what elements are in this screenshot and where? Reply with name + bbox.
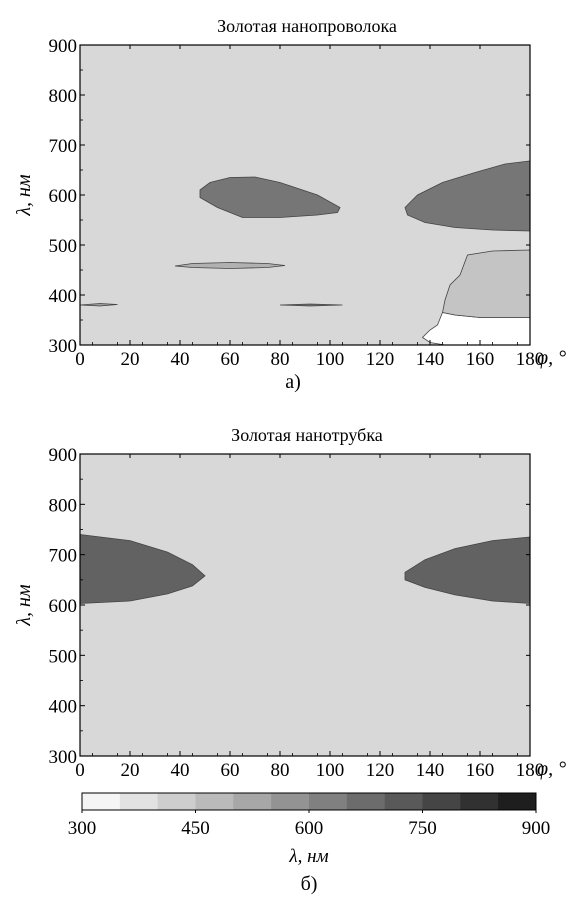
panel-b-xtick-label: 100 <box>316 760 345 781</box>
colorbar-swatch <box>119 793 159 810</box>
colorbar-swatch <box>309 793 348 810</box>
panel-b-xtick-label: 120 <box>366 760 395 781</box>
panel-a-ytick-label: 700 <box>49 136 78 157</box>
panel-a-xtick-label: 20 <box>121 349 140 370</box>
colorbar-swatch <box>384 793 423 810</box>
panel-a-ytick-label: 300 <box>49 336 78 357</box>
panel-b-ytick-label: 800 <box>49 495 78 516</box>
panel-b-xtick-label: 40 <box>171 760 190 781</box>
panel-b-xtick-label: 180 <box>516 760 545 781</box>
panel-a-xtick-label: 40 <box>171 349 190 370</box>
panel-b-region-1 <box>404 536 531 604</box>
panel-b-title: Золотая нанотрубка <box>231 425 383 445</box>
panel-a-xtick-label: 120 <box>366 349 395 370</box>
colorbar-label: λ, нм <box>288 846 328 867</box>
panel-a-ticks: 0 20 40 60 80 100 120 140 160 180 300 400 500 600 700 8… <box>49 36 545 370</box>
panel-b-label: б) <box>301 873 318 895</box>
panel-a-xtick-label: 160 <box>466 349 495 370</box>
panel-b-plot-background <box>80 454 530 756</box>
panel-a-ytick-label: 500 <box>49 236 78 257</box>
panel-a-xtick-label: 100 <box>316 349 345 370</box>
panel-b-ytick-label: 900 <box>49 445 78 466</box>
colorbar-swatch <box>346 793 386 810</box>
panel-a-region-3 <box>79 303 118 307</box>
panel-b-ytick-label: 300 <box>49 747 78 768</box>
panel-b-xtick-label: 160 <box>466 760 495 781</box>
panel-a-ytick-label: 800 <box>49 86 78 107</box>
colorbar-swatch <box>422 793 461 810</box>
panel-a-xlabel: φ, ° <box>537 347 566 369</box>
panel-a-region-0 <box>199 176 341 218</box>
panel-b-ylabel: λ, нм <box>13 584 35 627</box>
panel-a-ytick-label: 400 <box>49 286 78 307</box>
colorbar-swatch <box>82 793 121 810</box>
panel-b-ticks: 0 20 40 60 80 100 120 140 160 180 300 400 500 600 700 8… <box>49 445 545 781</box>
panel-a-xtick-label: 80 <box>271 349 290 370</box>
panel-b-ytick-label: 400 <box>49 697 78 718</box>
panel-b-xtick-label: 80 <box>271 760 290 781</box>
panel-a-ytick-label: 900 <box>49 36 78 57</box>
panel-b-ytick-label: 500 <box>49 646 78 667</box>
panel-a-region-6 <box>442 249 531 318</box>
colorbar-swatch <box>460 793 499 810</box>
panel-a-xtick-label: 180 <box>516 349 545 370</box>
colorbar-swatch <box>195 793 234 810</box>
panel-a-title: Золотая нанопроволока <box>217 16 397 36</box>
panel-b-xtick-label: 0 <box>75 760 85 781</box>
panel-a-region-2 <box>174 262 286 269</box>
colorbar-tick-label: 750 <box>408 818 437 839</box>
colorbar-tick-label: 450 <box>181 818 210 839</box>
panel-b: Золотая нанотрубка 0 20 40 60 80 100 120 140 160… <box>13 425 566 781</box>
panel-a-ytick-label: 600 <box>49 186 78 207</box>
colorbar-tick-label: 600 <box>295 818 324 839</box>
colorbar-swatches <box>82 793 537 810</box>
panel-a-xtick-label: 0 <box>75 349 85 370</box>
colorbar-swatch <box>498 793 537 810</box>
colorbar-ticks: 300 450 600 750 900 <box>68 810 551 839</box>
panel-a-label: а) <box>285 371 301 393</box>
colorbar: 300 450 600 750 900 λ, нм б) <box>68 792 551 895</box>
colorbar-tick-label: 300 <box>68 818 97 839</box>
panel-b-regions <box>79 534 531 604</box>
panel-a-regions <box>79 160 531 346</box>
colorbar-swatch <box>233 793 272 810</box>
colorbar-swatch <box>271 793 310 810</box>
panel-b-xtick-label: 20 <box>121 760 140 781</box>
panel-a-xtick-label: 60 <box>221 349 240 370</box>
panel-b-ytick-label: 600 <box>49 596 78 617</box>
panel-b-xtick-label: 60 <box>221 760 240 781</box>
panel-b-ytick-label: 700 <box>49 546 78 567</box>
panel-b-region-0 <box>79 534 206 604</box>
colorbar-tick-label: 900 <box>522 818 551 839</box>
panel-a-region-4 <box>279 303 343 307</box>
panel-b-xtick-label: 140 <box>416 760 445 781</box>
panel-a: Золотая нанопроволока 0 20 40 60 80 100 120 140… <box>13 16 566 393</box>
colorbar-swatch <box>157 793 196 810</box>
panel-a-xtick-label: 140 <box>416 349 445 370</box>
panel-b-xlabel: φ, ° <box>537 758 566 780</box>
panel-a-ylabel: λ, нм <box>13 174 35 217</box>
